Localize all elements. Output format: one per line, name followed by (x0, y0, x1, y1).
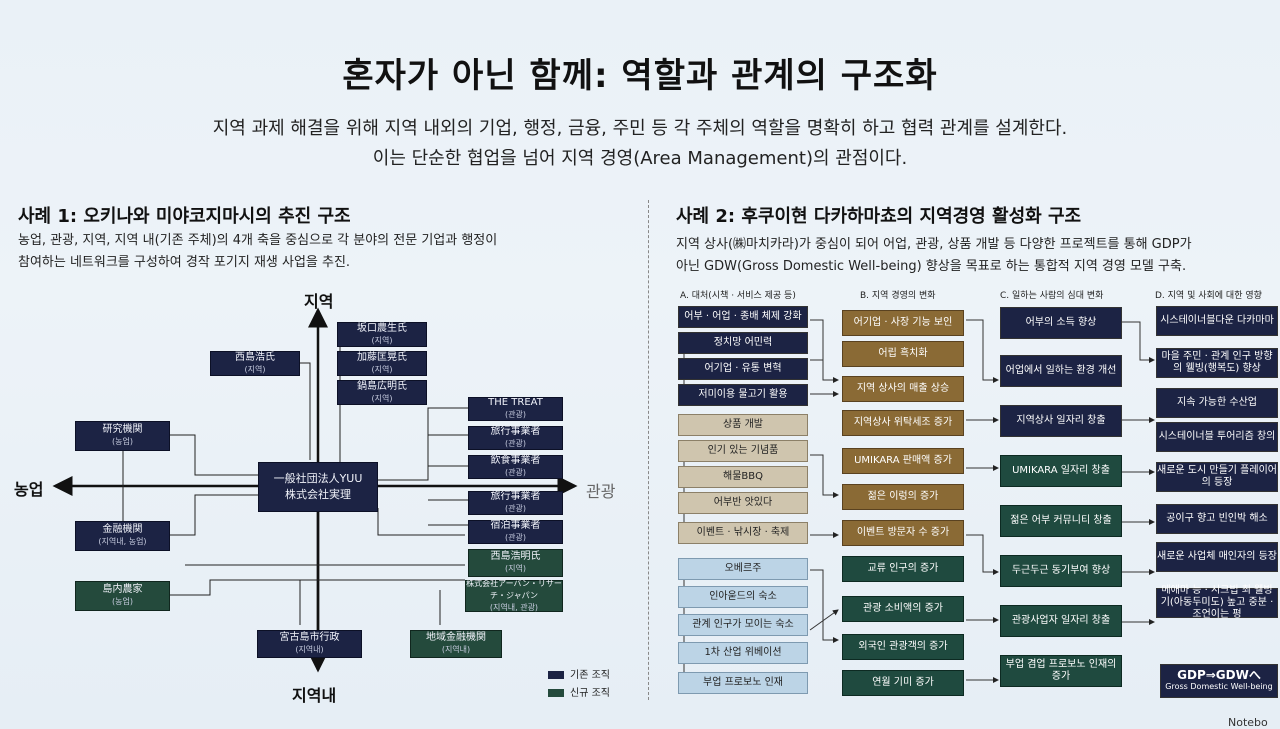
node-lodging: 宿泊事業者 (관광) (468, 520, 563, 544)
page-title: 혼자가 아닌 함께: 역할과 관계의 구조화 (342, 56, 938, 96)
center-organization: 一般社団法人YUU 株式会社実理 (258, 462, 378, 512)
col-a-box: 어부 · 어업 · 종배 체제 강화 (678, 306, 808, 328)
col-b-box: 교류 인구의 증가 (842, 556, 964, 582)
center-line-1: 一般社団法人YUU (273, 472, 363, 485)
col-c-box: 어부의 소득 향상 (1000, 307, 1122, 339)
node-urban-research: 株式会社アーバン・リサーチ・ジャパン (지역내, 관광) (465, 579, 563, 612)
gdw-sub: Gross Domestic Well-being (1165, 682, 1273, 691)
node-finance: 金融機関 (지역내, 농업) (75, 521, 170, 551)
col-a-box: 해물BBQ (678, 466, 808, 488)
col-b-box: 이벤트 방문자 수 증가 (842, 520, 964, 546)
notebook-watermark: Notebo (1228, 716, 1268, 729)
node-travel-1: 旅行事業者 (관광) (468, 426, 563, 450)
axis-label-bottom: 지역내 (292, 686, 337, 705)
node-kato: 加藤匡晃氏 (지역) (337, 351, 427, 376)
gdw-box: GDP⇒GDWへ Gross Domestic Well-being (1160, 664, 1278, 698)
case1-title: 사례 1: 오키나와 미야코지마시의 추진 구조 (18, 206, 351, 227)
col-b-box: 지역상사 위탁세조 증가 (842, 410, 964, 436)
case1-desc-1: 농업, 관광, 지역, 지역 내(기존 주체)의 4개 축을 중심으로 각 분야… (18, 233, 498, 248)
col-d-box: 메애마 능 · 시크빕 최 웰빙기(아동두미도) 높고 중분 · 조언이는 평 (1156, 585, 1278, 620)
col-c-box: 젊은 어부 커뮤니티 창출 (1000, 505, 1122, 537)
col-d-box: 지속 가능한 수산업 (1156, 388, 1278, 418)
center-line-2: 株式会社実理 (285, 488, 351, 501)
node-sakaguchi: 坂口農生氏 (지역) (337, 322, 427, 347)
axis-label-top: 지역 (304, 292, 334, 311)
col-header-c: C. 일하는 사람의 심대 변화 (1000, 291, 1104, 301)
node-city-gov: 宮古島市行政 (지역내) (257, 630, 362, 658)
legend-swatch-new (548, 689, 564, 697)
col-d-box: 마을 주민 · 관계 인구 방향의 웰빙(행복도) 향상 (1156, 348, 1278, 378)
col-header-a: A. 대처(시책 · 서비스 제공 등) (680, 291, 796, 301)
node-local-finance: 地域金融機関 (지역내) (410, 630, 502, 658)
col-c-box: 두근두근 동기부여 향상 (1000, 555, 1122, 587)
col-a-box: 인아욷드의 숙소 (678, 586, 808, 608)
col-header-d: D. 지역 및 사회에 대한 영향 (1155, 291, 1262, 301)
col-a-box: 어기업 · 유통 변혁 (678, 358, 808, 380)
node-the-treat: THE TREAT (관광) (468, 397, 563, 421)
gdw-main: GDP⇒GDWへ (1177, 668, 1261, 682)
col-b-box: UMIKARA 판매액 증가 (842, 448, 964, 474)
col-c-box: 어업에서 일하는 환경 개선 (1000, 355, 1122, 387)
col-a-box: 인기 있는 기념품 (678, 440, 808, 462)
col-b-box: 어립 흑치화 (842, 341, 964, 367)
col-b-box: 지역 상사의 매출 상승 (842, 376, 964, 402)
col-b-box: 어기업 · 사장 기능 보인 (842, 310, 964, 336)
col-a-box: 어부반 앗있다 (678, 492, 808, 514)
subtitle-line-2: 이는 단순한 협업을 넘어 지역 경영(Area Management)의 관점… (372, 148, 908, 169)
axis-label-left: 농업 (14, 480, 44, 499)
col-a-box: 오베르주 (678, 558, 808, 580)
col-a-box: 저미이용 물고기 활용 (678, 384, 808, 406)
col-a-box: 이벤트 · 낚시장 · 축제 (678, 522, 808, 544)
subtitle-line-1: 지역 과제 해결을 위해 지역 내외의 기업, 행정, 금융, 주민 등 각 주… (212, 118, 1068, 139)
col-c-box: 부업 겸업 프로보노 인재의 증가 (1000, 655, 1122, 687)
col-c-box: 관광사업자 일자리 창출 (1000, 605, 1122, 637)
case2-title: 사례 2: 후쿠이현 다카하마쵸의 지역경영 활성화 구조 (676, 206, 1082, 227)
col-b-box: 관광 소비액의 증가 (842, 596, 964, 622)
col-b-box: 연월 기미 증가 (842, 670, 964, 696)
section-divider (648, 200, 649, 700)
col-b-box: 외국인 관광객의 증가 (842, 634, 964, 660)
node-nishijima: 西島浩氏 (지역) (210, 351, 300, 376)
col-d-box: 공이구 향고 빈인박 해소 (1156, 504, 1278, 534)
col-a-box: 관계 인구가 모이는 숙소 (678, 614, 808, 636)
col-a-box: 1차 산업 위베이션 (678, 642, 808, 664)
node-nishijima-2: 西島浩明氏 (지역) (468, 549, 563, 577)
legend-swatch-existing (548, 671, 564, 679)
case1-desc-2: 참여하는 네트워크를 구성하여 경작 포기지 재생 사업을 추진. (18, 255, 351, 270)
legend-new: 신규 조직 (548, 684, 610, 699)
col-d-box: 시스테이너블다운 다카마마 (1156, 306, 1278, 336)
col-a-box: 부업 프로보노 인재 (678, 672, 808, 694)
node-nabeshima: 鍋島広明氏 (지역) (337, 380, 427, 405)
col-header-b: B. 지역 경영의 변화 (860, 291, 936, 301)
col-d-box: 새로운 사업체 매인자의 등장 (1156, 542, 1278, 572)
col-d-box: 시스테이너블 투어리즘 창의 (1156, 422, 1278, 452)
col-d-box: 새로운 도시 만들기 플레이어의 등장 (1156, 462, 1278, 492)
node-research: 研究機関 (농업) (75, 421, 170, 451)
col-c-box: UMIKARA 일자리 창출 (1000, 455, 1122, 487)
col-c-box: 지역상사 일자리 창출 (1000, 405, 1122, 437)
axis-label-right: 관광 (586, 482, 616, 501)
case2-desc-2: 아닌 GDW(Gross Domestic Well-being) 향상을 목표… (676, 259, 1187, 274)
case2-desc-1: 지역 상사(㈱마치카라)가 중심이 되어 어업, 관광, 상품 개발 등 다양한… (676, 237, 1192, 252)
col-a-box: 정치망 어민력 (678, 332, 808, 354)
node-travel-2: 旅行事業者 (관광) (468, 491, 563, 515)
legend-existing: 기존 조직 (548, 666, 610, 681)
node-farmers: 島内農家 (농업) (75, 581, 170, 611)
node-food: 飲食事業者 (관광) (468, 455, 563, 479)
col-b-box: 젊은 이렁의 증가 (842, 484, 964, 510)
col-a-box: 상품 개발 (678, 414, 808, 436)
